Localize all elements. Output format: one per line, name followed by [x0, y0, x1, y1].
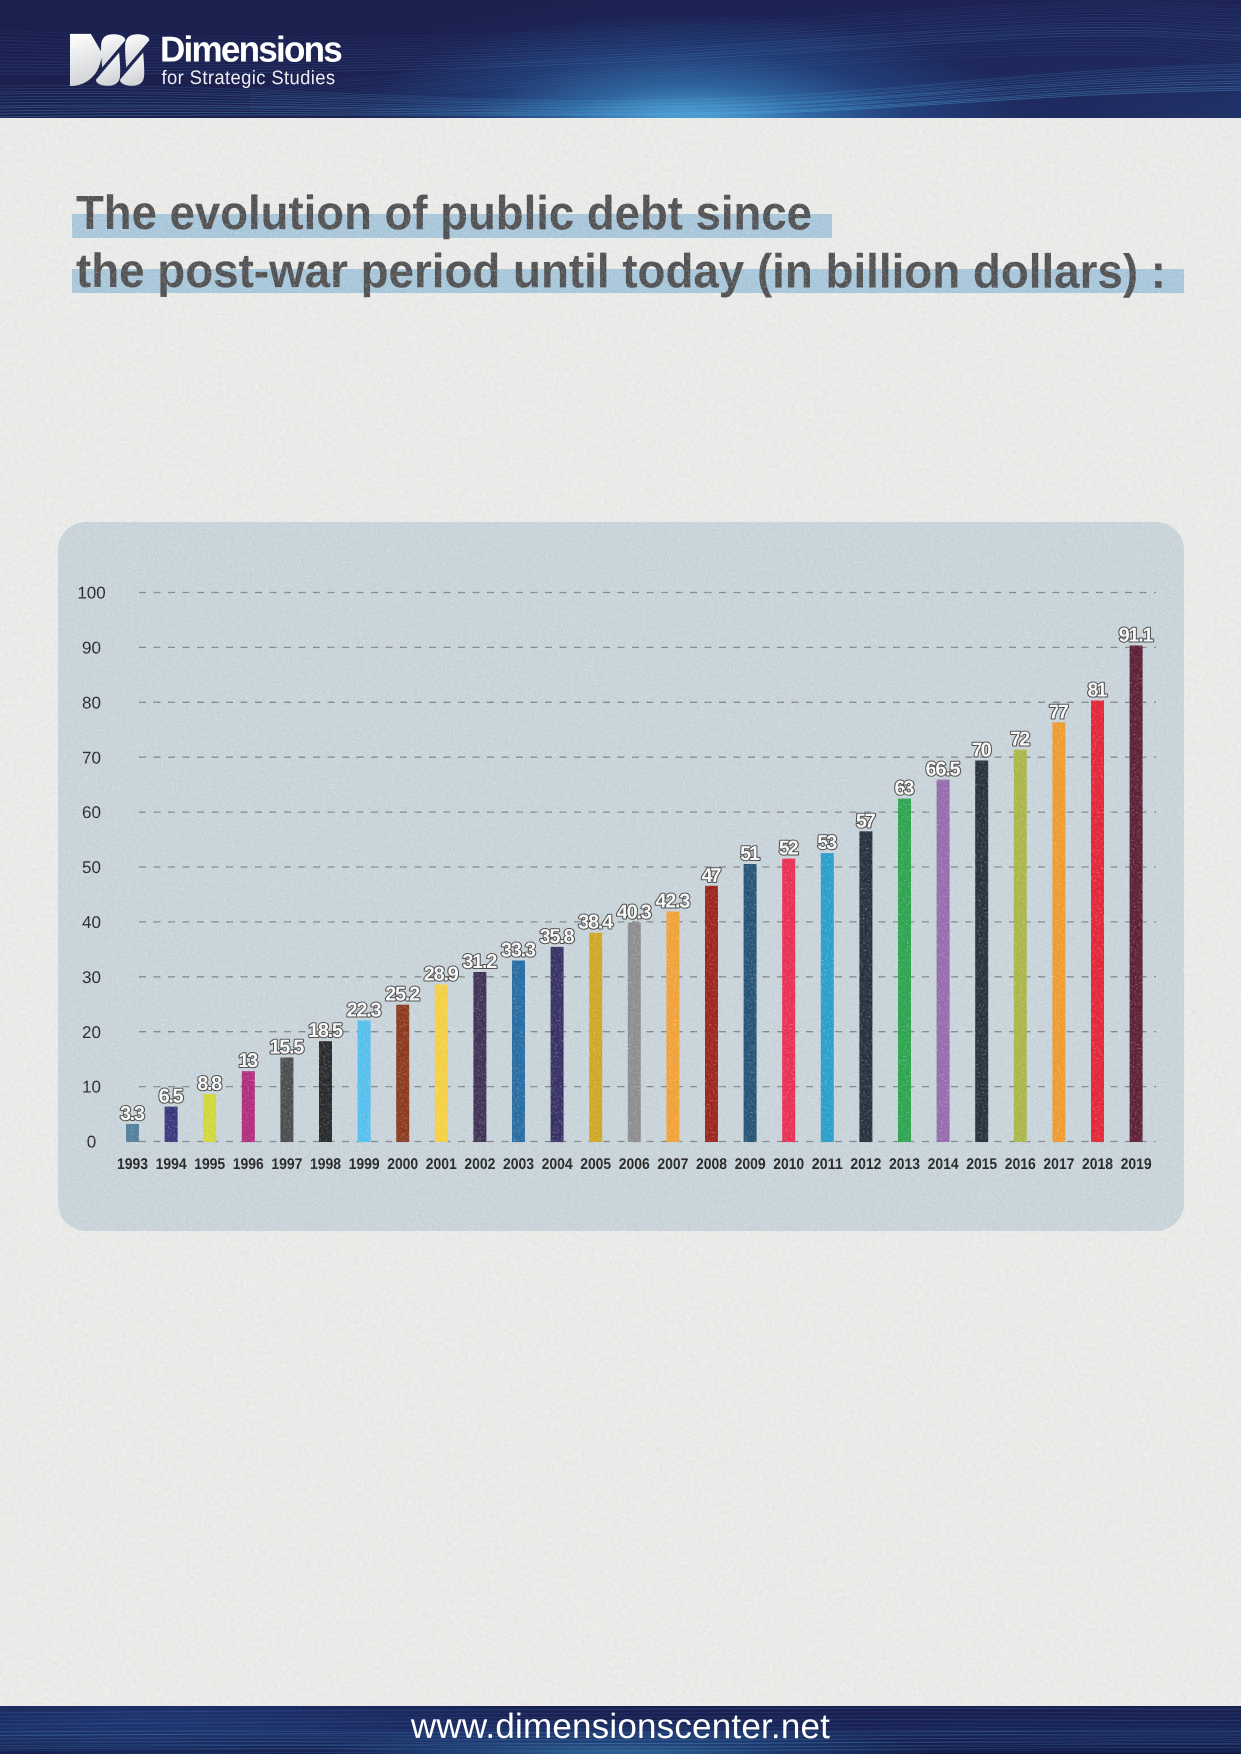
svg-text:66.5: 66.5 [926, 759, 961, 781]
svg-text:90: 90 [82, 639, 101, 658]
svg-text:2000: 2000 [387, 1156, 418, 1173]
svg-text:77: 77 [1049, 701, 1069, 723]
svg-text:1994: 1994 [156, 1156, 187, 1173]
svg-text:2014: 2014 [928, 1156, 959, 1173]
svg-text:51: 51 [740, 843, 760, 865]
svg-text:2009: 2009 [735, 1156, 766, 1173]
svg-text:1993: 1993 [117, 1156, 148, 1173]
svg-text:70: 70 [82, 748, 101, 767]
svg-text:1999: 1999 [349, 1156, 380, 1173]
svg-text:15.5: 15.5 [269, 1037, 304, 1059]
svg-text:1996: 1996 [233, 1156, 264, 1173]
svg-text:30: 30 [82, 968, 101, 987]
svg-text:80: 80 [82, 693, 101, 712]
svg-text:1998: 1998 [310, 1156, 341, 1173]
svg-text:www.dimensionscenter.net: www.dimensionscenter.net [410, 1707, 830, 1746]
svg-text:10: 10 [82, 1078, 101, 1097]
svg-text:2018: 2018 [1082, 1156, 1113, 1173]
svg-text:57: 57 [856, 810, 876, 832]
svg-text:2016: 2016 [1005, 1156, 1036, 1173]
svg-text:0: 0 [87, 1133, 96, 1152]
svg-text:52: 52 [779, 838, 799, 860]
svg-text:2005: 2005 [580, 1156, 611, 1173]
svg-text:8.8: 8.8 [197, 1073, 222, 1095]
svg-text:2019: 2019 [1121, 1156, 1152, 1173]
svg-text:2007: 2007 [657, 1156, 688, 1173]
svg-text:1995: 1995 [194, 1156, 225, 1173]
svg-text:2002: 2002 [464, 1156, 495, 1173]
svg-text:40: 40 [82, 913, 101, 932]
svg-text:2010: 2010 [773, 1156, 804, 1173]
svg-text:70: 70 [972, 740, 992, 762]
svg-text:for Strategic Studies: for Strategic Studies [161, 67, 335, 89]
svg-text:60: 60 [82, 803, 101, 822]
svg-text:20: 20 [82, 1023, 101, 1042]
svg-text:33.3: 33.3 [501, 940, 536, 962]
svg-text:100: 100 [77, 584, 105, 603]
svg-text:81: 81 [1088, 680, 1108, 702]
svg-text:42.3: 42.3 [655, 891, 690, 913]
svg-text:13: 13 [238, 1050, 258, 1072]
svg-text:2004: 2004 [542, 1156, 573, 1173]
svg-text:72: 72 [1010, 729, 1030, 751]
svg-text:47: 47 [702, 865, 722, 887]
svg-text:1997: 1997 [271, 1156, 302, 1173]
svg-text:2006: 2006 [619, 1156, 650, 1173]
svg-text:3.3: 3.3 [120, 1103, 145, 1125]
svg-text:63: 63 [895, 778, 915, 800]
svg-text:53: 53 [817, 832, 837, 854]
svg-text:50: 50 [82, 858, 101, 877]
svg-text:2017: 2017 [1043, 1156, 1074, 1173]
svg-text:35.8: 35.8 [540, 926, 575, 948]
svg-text:40.3: 40.3 [617, 901, 652, 923]
svg-text:2015: 2015 [966, 1156, 997, 1173]
svg-text:22.3: 22.3 [347, 1000, 382, 1022]
svg-text:91.1: 91.1 [1119, 625, 1154, 647]
svg-text:18.5: 18.5 [308, 1020, 343, 1042]
svg-text:31.2: 31.2 [462, 951, 497, 973]
svg-text:2011: 2011 [812, 1156, 843, 1173]
svg-text:2013: 2013 [889, 1156, 920, 1173]
svg-text:38.4: 38.4 [578, 912, 614, 934]
svg-text:6.5: 6.5 [159, 1086, 184, 1108]
svg-text:2008: 2008 [696, 1156, 727, 1173]
svg-text:2001: 2001 [426, 1156, 457, 1173]
svg-text:28.9: 28.9 [424, 964, 459, 986]
svg-text:25.2: 25.2 [385, 984, 420, 1006]
svg-text:2012: 2012 [850, 1156, 881, 1173]
svg-text:2003: 2003 [503, 1156, 534, 1173]
svg-text:Dimensions: Dimensions [160, 29, 342, 70]
